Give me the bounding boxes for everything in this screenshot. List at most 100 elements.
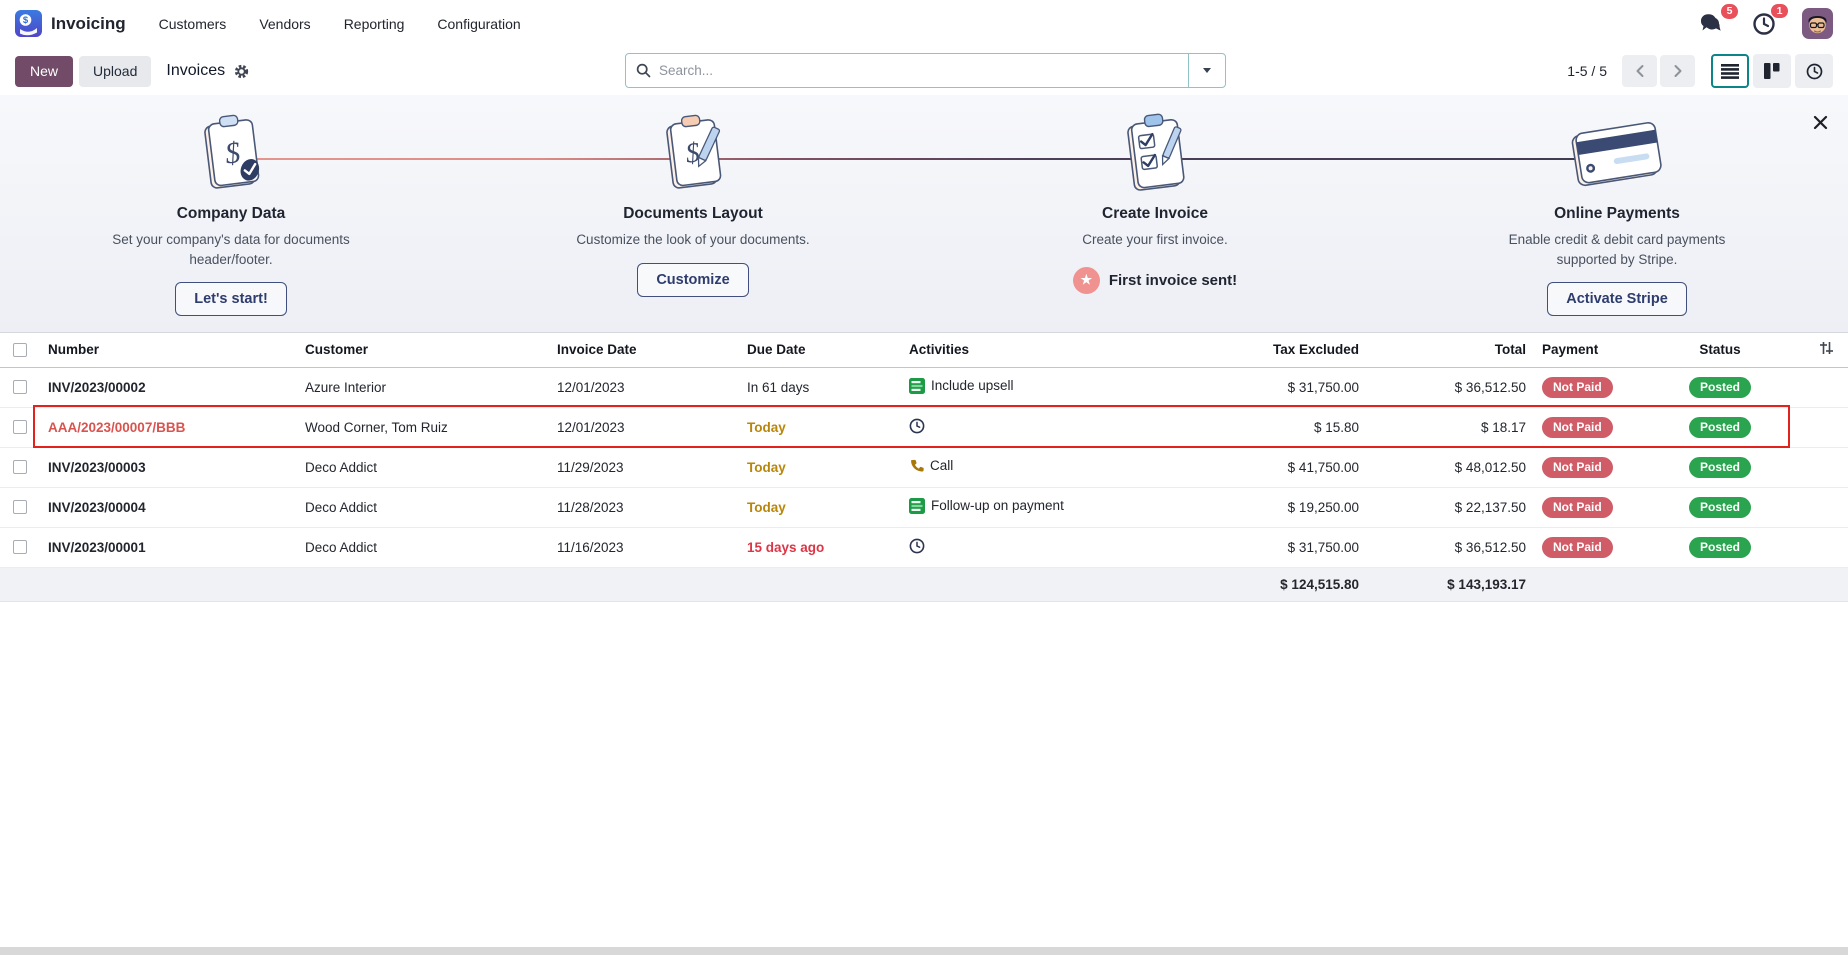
optional-columns-icon[interactable] xyxy=(1790,333,1848,368)
customize-button[interactable]: Customize xyxy=(637,262,749,297)
select-all-checkbox-cell[interactable] xyxy=(0,333,40,368)
bottom-scrollbar[interactable] xyxy=(0,947,1848,955)
cell-payment[interactable]: Not Paid xyxy=(1534,447,1650,488)
cell-tax-excluded[interactable]: $ 19,250.00 xyxy=(1181,487,1367,528)
list-view-button[interactable] xyxy=(1711,54,1749,88)
cell-customer[interactable]: Azure Interior xyxy=(297,367,549,408)
kanban-view-button[interactable] xyxy=(1753,54,1791,88)
cell-payment[interactable]: Not Paid xyxy=(1534,527,1650,568)
invoice-row[interactable]: INV/2023/00001 Deco Addict 11/16/2023 15… xyxy=(0,527,1848,568)
activity-phone-icon[interactable] xyxy=(909,458,924,473)
row-checkbox-cell[interactable] xyxy=(0,527,40,568)
cell-activities[interactable]: Call xyxy=(901,447,1181,488)
row-checkbox[interactable] xyxy=(13,460,27,474)
cell-number[interactable]: INV/2023/00004 xyxy=(40,487,297,528)
search-input[interactable] xyxy=(651,62,1188,79)
col-tax-excluded[interactable]: Tax Excluded xyxy=(1181,333,1367,368)
cell-status[interactable]: Posted xyxy=(1650,487,1790,528)
cell-status[interactable]: Posted xyxy=(1650,447,1790,488)
cell-due-date[interactable]: Today xyxy=(739,407,901,448)
activity-view-button[interactable] xyxy=(1795,54,1833,88)
cell-total[interactable]: $ 36,512.50 xyxy=(1367,367,1534,408)
menu-configuration[interactable]: Configuration xyxy=(437,15,521,32)
cell-invoice-date[interactable]: 12/01/2023 xyxy=(549,367,739,408)
search-dropdown-toggle[interactable] xyxy=(1188,54,1225,87)
col-status[interactable]: Status xyxy=(1650,333,1790,368)
cell-invoice-date[interactable]: 12/01/2023 xyxy=(549,407,739,448)
invoicing-app-icon[interactable]: $ xyxy=(15,10,42,37)
row-checkbox[interactable] xyxy=(13,540,27,554)
col-customer[interactable]: Customer xyxy=(297,333,549,368)
activity-clock-icon[interactable] xyxy=(909,538,925,554)
cell-number[interactable]: INV/2023/00003 xyxy=(40,447,297,488)
cell-status[interactable]: Posted xyxy=(1650,527,1790,568)
banner-close-icon[interactable] xyxy=(1811,113,1830,135)
app-name[interactable]: Invoicing xyxy=(51,13,126,33)
cell-status[interactable]: Posted xyxy=(1650,407,1790,448)
col-due-date[interactable]: Due Date xyxy=(739,333,901,368)
cell-activities[interactable]: Include upsell xyxy=(901,367,1181,408)
pager-next-button[interactable] xyxy=(1660,55,1695,87)
upload-button[interactable]: Upload xyxy=(79,55,152,87)
activity-clock-icon[interactable] xyxy=(909,418,925,434)
activity-list-icon[interactable] xyxy=(909,497,925,514)
col-payment[interactable]: Payment xyxy=(1534,333,1650,368)
cell-number[interactable]: INV/2023/00002 xyxy=(40,367,297,408)
cell-customer[interactable]: Deco Addict xyxy=(297,487,549,528)
cell-payment[interactable]: Not Paid xyxy=(1534,407,1650,448)
cell-invoice-date[interactable]: 11/28/2023 xyxy=(549,487,739,528)
menu-vendors[interactable]: Vendors xyxy=(259,15,311,32)
cell-number[interactable]: AAA/2023/00007/BBB xyxy=(40,407,297,448)
menu-reporting[interactable]: Reporting xyxy=(343,15,405,32)
activities-icon[interactable]: 1 xyxy=(1752,3,1788,36)
cell-tax-excluded[interactable]: $ 41,750.00 xyxy=(1181,447,1367,488)
col-invoice-date[interactable]: Invoice Date xyxy=(549,333,739,368)
invoice-row[interactable]: AAA/2023/00007/BBB Wood Corner, Tom Ruiz… xyxy=(0,407,1848,448)
cell-invoice-date[interactable]: 11/29/2023 xyxy=(549,447,739,488)
cell-activities[interactable] xyxy=(901,407,1181,448)
cell-tax-excluded[interactable]: $ 31,750.00 xyxy=(1181,367,1367,408)
cell-payment[interactable]: Not Paid xyxy=(1534,487,1650,528)
row-checkbox-cell[interactable] xyxy=(0,407,40,448)
row-checkbox[interactable] xyxy=(13,420,27,434)
menu-customers[interactable]: Customers xyxy=(158,15,227,32)
cell-total[interactable]: $ 18.17 xyxy=(1367,407,1534,448)
invoice-row[interactable]: INV/2023/00003 Deco Addict 11/29/2023 To… xyxy=(0,447,1848,488)
cell-customer[interactable]: Wood Corner, Tom Ruiz xyxy=(297,407,549,448)
cell-total[interactable]: $ 36,512.50 xyxy=(1367,527,1534,568)
cell-number[interactable]: INV/2023/00001 xyxy=(40,527,297,568)
row-checkbox[interactable] xyxy=(13,500,27,514)
col-activities[interactable]: Activities xyxy=(901,333,1181,368)
cell-total[interactable]: $ 22,137.50 xyxy=(1367,487,1534,528)
col-total[interactable]: Total xyxy=(1367,333,1534,368)
cell-due-date[interactable]: 15 days ago xyxy=(739,527,901,568)
cell-invoice-date[interactable]: 11/16/2023 xyxy=(549,527,739,568)
cell-due-date[interactable]: In 61 days xyxy=(739,367,901,408)
cell-customer[interactable]: Deco Addict xyxy=(297,527,549,568)
cell-due-date[interactable]: Today xyxy=(739,487,901,528)
cell-status[interactable]: Posted xyxy=(1650,367,1790,408)
invoice-row[interactable]: INV/2023/00002 Azure Interior 12/01/2023… xyxy=(0,367,1848,408)
messages-icon[interactable]: 5 xyxy=(1699,4,1738,35)
activity-list-icon[interactable] xyxy=(909,377,925,394)
row-checkbox[interactable] xyxy=(13,380,27,394)
lets-start-button[interactable]: Let's start! xyxy=(175,282,287,317)
cell-tax-excluded[interactable]: $ 15.80 xyxy=(1181,407,1367,448)
pager-previous-button[interactable] xyxy=(1622,55,1657,87)
cell-tax-excluded[interactable]: $ 31,750.00 xyxy=(1181,527,1367,568)
cell-due-date[interactable]: Today xyxy=(739,447,901,488)
activate-stripe-button[interactable]: Activate Stripe xyxy=(1547,282,1687,317)
cell-total[interactable]: $ 48,012.50 xyxy=(1367,447,1534,488)
col-number[interactable]: Number xyxy=(40,333,297,368)
cell-activities[interactable] xyxy=(901,527,1181,568)
cell-customer[interactable]: Deco Addict xyxy=(297,447,549,488)
row-checkbox-cell[interactable] xyxy=(0,487,40,528)
cell-payment[interactable]: Not Paid xyxy=(1534,367,1650,408)
select-all-checkbox[interactable] xyxy=(13,342,27,357)
cell-activities[interactable]: Follow-up on payment xyxy=(901,487,1181,528)
new-button[interactable]: New xyxy=(15,55,74,87)
row-checkbox-cell[interactable] xyxy=(0,367,40,408)
row-checkbox-cell[interactable] xyxy=(0,447,40,488)
action-gear-icon[interactable] xyxy=(234,64,249,79)
invoice-row[interactable]: INV/2023/00004 Deco Addict 11/28/2023 To… xyxy=(0,487,1848,528)
